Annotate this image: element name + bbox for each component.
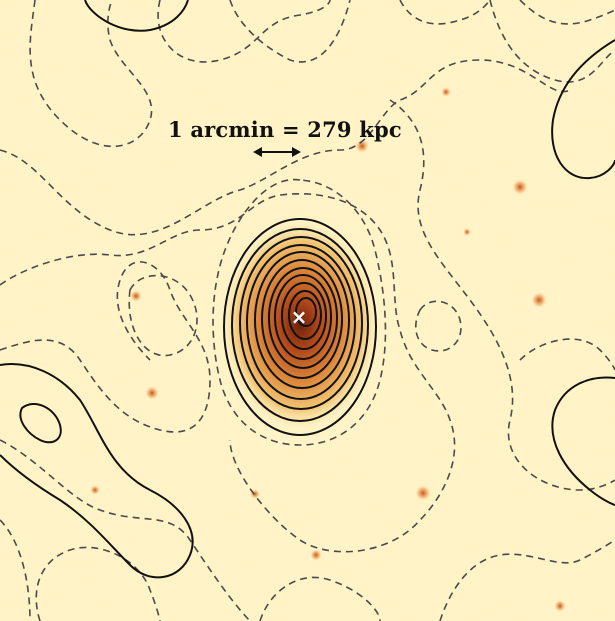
- point-sources: [90, 87, 566, 612]
- point-source: [441, 87, 451, 97]
- solid-contour: [19, 403, 62, 444]
- solid-contour: [281, 282, 327, 350]
- solid-contour: [288, 290, 322, 340]
- dashed-contour: [212, 178, 387, 446]
- solid-contour: [231, 228, 369, 422]
- dashed-contour: [0, 439, 251, 621]
- dashed-contour: [128, 274, 198, 357]
- dashed-contour: [259, 576, 381, 621]
- solid-contour: [551, 376, 615, 506]
- point-source: [531, 292, 547, 308]
- dashed-contour: [157, 0, 331, 63]
- point-source: [554, 600, 566, 612]
- solid-contour: [551, 39, 615, 180]
- point-source: [145, 386, 159, 400]
- point-source: [512, 179, 528, 195]
- dashed-contour: [399, 0, 491, 25]
- scale-bar: [253, 147, 301, 157]
- point-source: [415, 485, 431, 501]
- solid-contour: [268, 267, 338, 369]
- solid-contour: [0, 363, 194, 579]
- point-source: [130, 290, 142, 302]
- dashed-contour: [229, 0, 351, 63]
- point-source: [310, 549, 322, 561]
- point-source: [463, 228, 471, 236]
- peak-marker-icon: ×: [291, 305, 308, 329]
- solid-contour: [223, 218, 377, 436]
- solid-contour: [261, 259, 343, 379]
- scale-bar-label: 1 arcmin = 279 kpc: [168, 117, 402, 142]
- dashed-contour: [0, 261, 211, 433]
- scale-bar-left-arrowhead: [253, 147, 262, 157]
- solid-contour: [295, 297, 317, 327]
- solid-contour: [274, 274, 332, 360]
- dashed-contour: [29, 0, 153, 148]
- dashed-contour: [0, 519, 31, 621]
- scale-bar-right-arrowhead: [292, 147, 301, 157]
- point-source: [90, 485, 100, 495]
- solid-contour: [239, 236, 363, 410]
- dashed-contour: [519, 0, 615, 25]
- solid-contour: [254, 251, 350, 389]
- point-source: [355, 139, 369, 153]
- solid-contour: [84, 0, 189, 32]
- dashed-contour: [0, 192, 456, 553]
- dashed-contour: [519, 338, 615, 371]
- dashed-contour: [489, 0, 615, 83]
- solid-contour: [246, 244, 356, 400]
- solid-contours: [0, 0, 615, 579]
- dashed-contour: [389, 99, 615, 491]
- dashed-contour: [414, 300, 462, 352]
- dashed-contour: [35, 546, 161, 621]
